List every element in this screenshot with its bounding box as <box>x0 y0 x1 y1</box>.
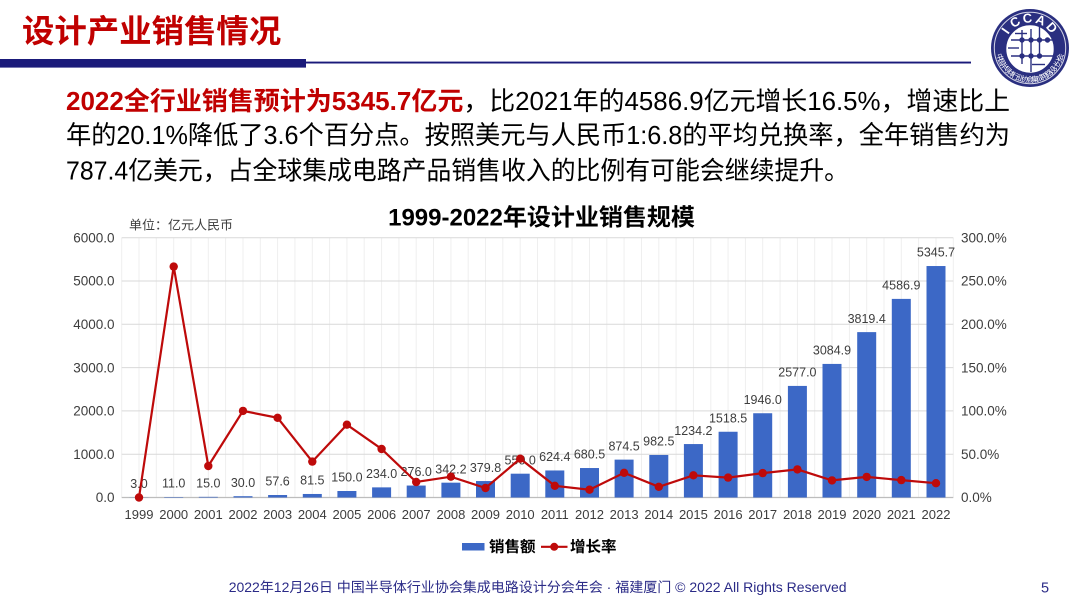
svg-text:2018: 2018 <box>783 507 812 522</box>
svg-text:2009: 2009 <box>471 507 500 522</box>
svg-text:1518.5: 1518.5 <box>709 411 747 425</box>
svg-text:3.6: 3.6 <box>264 120 299 150</box>
svg-text:1946.0: 1946.0 <box>744 393 782 407</box>
svg-text:3084.9: 3084.9 <box>813 344 851 358</box>
svg-text:2010: 2010 <box>506 507 535 522</box>
svg-text:2000.0: 2000.0 <box>73 404 114 419</box>
svg-text:2021: 2021 <box>887 507 916 522</box>
svg-text:5345.7: 5345.7 <box>332 86 412 116</box>
svg-text:2015: 2015 <box>679 507 708 522</box>
svg-text:300.0%: 300.0% <box>961 230 1007 245</box>
svg-text:15.0: 15.0 <box>196 477 220 491</box>
svg-text:20.1%: 20.1% <box>116 120 187 150</box>
svg-text:2019: 2019 <box>818 507 847 522</box>
svg-text:2000: 2000 <box>159 507 188 522</box>
svg-text:50.0%: 50.0% <box>961 447 999 462</box>
svg-text:1000.0: 1000.0 <box>73 447 114 462</box>
svg-text:2002: 2002 <box>229 507 258 522</box>
svg-text:5: 5 <box>1041 581 1049 597</box>
svg-text:2016: 2016 <box>714 507 743 522</box>
svg-text:11.0: 11.0 <box>162 477 185 491</box>
svg-text:3000.0: 3000.0 <box>73 360 114 375</box>
svg-text:2022: 2022 <box>229 579 260 595</box>
svg-text:5000.0: 5000.0 <box>73 274 114 289</box>
svg-text:4000.0: 4000.0 <box>73 317 114 332</box>
svg-text:2006: 2006 <box>367 507 396 522</box>
svg-text:250.0%: 250.0% <box>961 274 1007 289</box>
svg-text:982.5: 982.5 <box>643 435 674 449</box>
svg-text:0.0: 0.0 <box>96 490 115 505</box>
svg-text:2022: 2022 <box>66 86 124 116</box>
svg-text:234.0: 234.0 <box>366 467 397 481</box>
svg-text:2014: 2014 <box>644 507 673 522</box>
svg-text:2022: 2022 <box>922 507 951 522</box>
svg-text:2003: 2003 <box>263 507 292 522</box>
svg-text:2020: 2020 <box>852 507 881 522</box>
svg-text:·: · <box>603 579 615 595</box>
svg-text:6000.0: 6000.0 <box>73 230 114 245</box>
svg-text:16.5%: 16.5% <box>807 86 880 116</box>
svg-text:3819.4: 3819.4 <box>848 312 886 326</box>
svg-text:100.0%: 100.0% <box>961 404 1007 419</box>
svg-text:2017: 2017 <box>748 507 777 522</box>
svg-text:2008: 2008 <box>436 507 465 522</box>
svg-text:874.5: 874.5 <box>608 439 639 453</box>
svg-text:0.0%: 0.0% <box>961 490 992 505</box>
svg-text:787.4: 787.4 <box>66 156 128 186</box>
svg-text:342.2: 342.2 <box>435 462 466 476</box>
svg-text:4586.9: 4586.9 <box>625 86 704 116</box>
svg-text:30.0: 30.0 <box>231 476 255 490</box>
svg-text:81.5: 81.5 <box>300 474 324 488</box>
svg-text:150.0%: 150.0% <box>961 360 1007 375</box>
svg-text:2001: 2001 <box>194 507 223 522</box>
svg-text:2004: 2004 <box>298 507 327 522</box>
svg-text:2012: 2012 <box>575 507 604 522</box>
svg-text:379.8: 379.8 <box>470 461 501 475</box>
svg-text:624.4: 624.4 <box>539 450 570 464</box>
svg-text:2005: 2005 <box>332 507 361 522</box>
svg-text:3.0: 3.0 <box>130 477 147 491</box>
svg-text:2011: 2011 <box>541 507 569 522</box>
svg-text:2577.0: 2577.0 <box>778 366 816 380</box>
svg-text:57.6: 57.6 <box>265 475 289 489</box>
svg-text:680.5: 680.5 <box>574 448 605 462</box>
svg-text:1234.2: 1234.2 <box>674 424 712 438</box>
svg-text:2013: 2013 <box>610 507 639 522</box>
svg-text:150.0: 150.0 <box>331 471 362 485</box>
svg-text:© 2022 All Rights Reserved: © 2022 All Rights Reserved <box>671 579 846 595</box>
svg-text:2021: 2021 <box>515 86 573 116</box>
svg-text:200.0%: 200.0% <box>961 317 1007 332</box>
svg-text:4586.9: 4586.9 <box>882 279 920 293</box>
svg-text:2007: 2007 <box>402 507 431 522</box>
svg-text:1999: 1999 <box>125 507 154 522</box>
svg-text:1:6.8: 1:6.8 <box>626 120 682 150</box>
svg-text:5345.7: 5345.7 <box>917 246 955 260</box>
svg-text:12: 12 <box>274 579 290 595</box>
svg-text:1999-2022: 1999-2022 <box>388 205 503 232</box>
svg-text:26: 26 <box>303 579 319 595</box>
